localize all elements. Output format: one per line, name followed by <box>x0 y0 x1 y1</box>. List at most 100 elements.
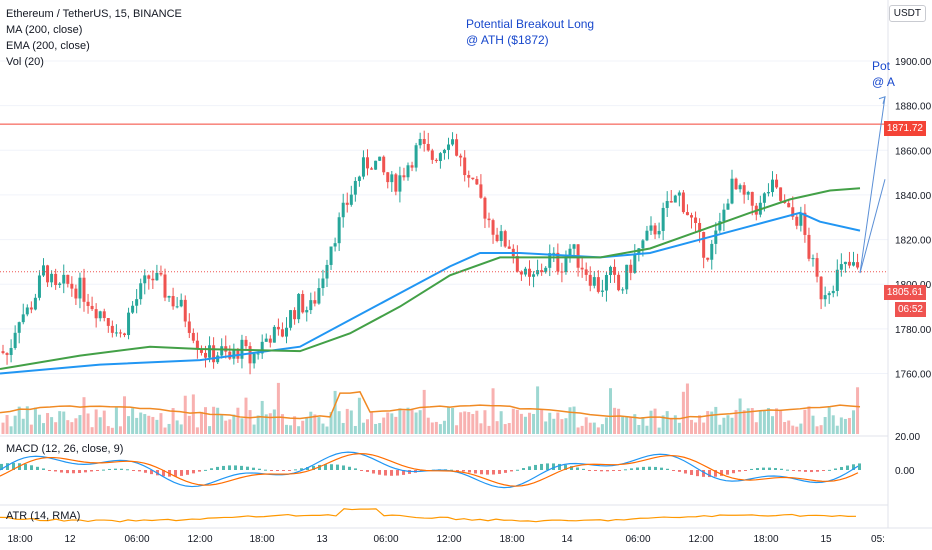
macd-histogram-bar <box>714 470 717 477</box>
candle-body <box>143 275 147 284</box>
macd-histogram-bar <box>252 467 255 470</box>
candle-body <box>564 257 568 272</box>
volume-bar <box>98 417 102 434</box>
candle-body <box>843 261 847 265</box>
candle-body <box>823 295 827 300</box>
candle-body <box>710 243 714 260</box>
volume-bar <box>414 412 418 434</box>
time-tick-label: 18:00 <box>7 534 32 545</box>
candle-body <box>771 179 774 193</box>
macd-histogram-bar <box>804 470 807 472</box>
candle-body <box>353 180 357 195</box>
candle-body <box>669 201 673 203</box>
macd-histogram-bar <box>282 470 285 471</box>
candle-body <box>856 262 860 268</box>
volume-bar <box>681 391 685 434</box>
volume-bar <box>5 415 9 434</box>
candle-body <box>584 269 588 275</box>
candle-body <box>382 156 386 173</box>
cut-annotation-line-1: Pot <box>872 59 891 73</box>
candle-body <box>746 191 750 195</box>
volume-bar <box>102 410 106 434</box>
volume-bar <box>856 387 860 434</box>
time-tick-label: 12:00 <box>688 534 713 545</box>
candle-body <box>677 192 681 196</box>
macd-histogram-bar <box>378 470 381 475</box>
macd-histogram-bar <box>0 463 3 470</box>
volume-bar <box>244 397 248 434</box>
candle-body <box>726 203 730 210</box>
macd-histogram-bar <box>78 470 81 474</box>
volume-bars <box>1 382 860 434</box>
candle-body <box>588 274 592 286</box>
volume-bar <box>722 417 726 434</box>
macd-histogram-bar <box>366 470 369 472</box>
macd-histogram-bar <box>762 467 765 470</box>
volume-bar <box>33 407 37 434</box>
candle-body <box>487 218 491 221</box>
candle-body <box>451 139 455 145</box>
candle-body <box>94 309 98 319</box>
candle-body <box>447 144 450 150</box>
volume-bar <box>523 416 527 434</box>
volume-bar <box>42 423 45 434</box>
candlesticks[interactable] <box>1 130 860 375</box>
volume-bar <box>256 415 260 434</box>
volume-bar <box>175 420 179 434</box>
macd-histogram-bar <box>108 468 111 470</box>
volume-bar <box>236 407 240 434</box>
volume-bar <box>483 410 487 434</box>
candle-body <box>706 257 710 260</box>
volume-bar <box>50 417 54 434</box>
candle-body <box>5 353 9 355</box>
candle-body <box>568 248 572 258</box>
volume-bar <box>685 383 689 434</box>
macd-histogram-bar <box>480 470 483 475</box>
volume-bar <box>714 406 718 434</box>
volume-bar <box>208 426 212 434</box>
volume-bar <box>604 417 608 434</box>
candle-body <box>762 193 766 203</box>
candle-body <box>252 353 256 364</box>
volume-bar <box>280 414 284 434</box>
macd-histogram-bar <box>828 469 831 471</box>
currency-button[interactable]: USDT <box>888 5 926 22</box>
candle-body <box>471 177 475 180</box>
volume-bar <box>629 416 633 434</box>
candle-body <box>604 275 608 291</box>
volume-bar <box>625 416 629 434</box>
volume-bar <box>147 415 151 434</box>
candle-body <box>483 197 487 219</box>
time-tick-label: 05: <box>871 534 885 545</box>
candle-body <box>609 266 612 276</box>
volume-bar <box>730 417 734 434</box>
candle-body <box>657 230 661 235</box>
macd-histogram-bar <box>666 468 669 470</box>
volume-bar <box>649 410 653 434</box>
macd-histogram-bar <box>690 470 693 475</box>
candle-body <box>831 290 835 294</box>
symbol-title: Ethereum / TetherUS, 15, BINANCE <box>6 8 182 20</box>
macd-histogram-bar <box>504 470 507 473</box>
candle-body <box>852 262 855 266</box>
volume-bar <box>609 388 612 434</box>
macd-histogram-bar <box>492 470 495 475</box>
candle-body <box>580 267 584 270</box>
macd-histogram-bar <box>36 466 39 470</box>
macd-histogram-bar <box>498 470 501 474</box>
macd-histogram-bar <box>12 462 15 470</box>
volume-bar <box>455 425 459 434</box>
macd-histogram-bar <box>708 470 711 478</box>
volume-bar <box>349 410 353 434</box>
price-tick-label: 1780.00 <box>895 325 932 336</box>
volume-bar <box>305 417 309 434</box>
macd-histogram-bar <box>612 470 615 471</box>
macd-histogram-bar <box>96 470 99 471</box>
macd-histogram-bar <box>588 470 591 471</box>
candle-body <box>495 234 499 242</box>
macd-histogram-bar <box>552 463 555 470</box>
volume-bar <box>459 412 463 434</box>
macd-histogram-bar <box>258 468 261 470</box>
volume-bar <box>382 417 386 434</box>
